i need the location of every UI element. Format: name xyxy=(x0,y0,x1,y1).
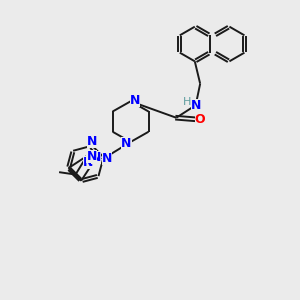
Text: N: N xyxy=(121,136,132,150)
Text: N: N xyxy=(87,136,98,148)
Text: N: N xyxy=(191,99,202,112)
Text: N: N xyxy=(86,149,97,163)
Text: N: N xyxy=(83,156,94,169)
Text: N: N xyxy=(130,94,140,106)
Text: N: N xyxy=(102,152,112,165)
Text: O: O xyxy=(195,113,206,126)
Text: N: N xyxy=(91,151,101,164)
Text: H: H xyxy=(183,97,191,106)
